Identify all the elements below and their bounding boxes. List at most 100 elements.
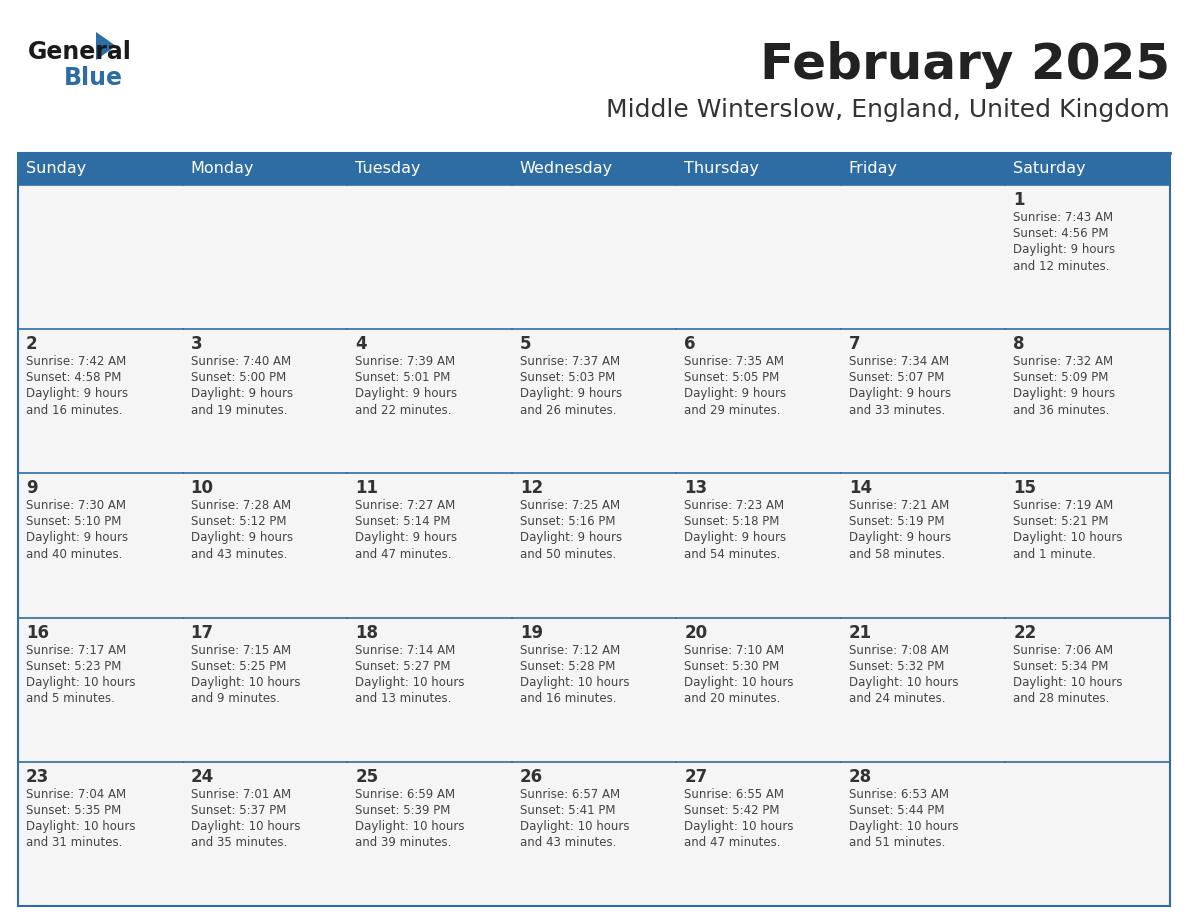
- Text: Tuesday: Tuesday: [355, 162, 421, 176]
- Text: Sunset: 5:25 PM: Sunset: 5:25 PM: [190, 660, 286, 673]
- Text: Daylight: 10 hours
and 51 minutes.: Daylight: 10 hours and 51 minutes.: [849, 820, 959, 849]
- Text: Sunset: 5:00 PM: Sunset: 5:00 PM: [190, 371, 286, 385]
- Text: Sunset: 5:03 PM: Sunset: 5:03 PM: [519, 371, 615, 385]
- Bar: [18, 762, 183, 906]
- Text: Sunrise: 7:21 AM: Sunrise: 7:21 AM: [849, 499, 949, 512]
- Text: 14: 14: [849, 479, 872, 498]
- Text: Sunrise: 7:43 AM: Sunrise: 7:43 AM: [1013, 211, 1113, 224]
- Text: Daylight: 9 hours
and 26 minutes.: Daylight: 9 hours and 26 minutes.: [519, 387, 621, 417]
- Text: General: General: [29, 40, 132, 64]
- Bar: [18, 185, 183, 330]
- Text: Thursday: Thursday: [684, 162, 759, 176]
- Bar: [183, 474, 347, 618]
- Text: Sunrise: 7:27 AM: Sunrise: 7:27 AM: [355, 499, 455, 512]
- Bar: [183, 185, 347, 330]
- Text: 1: 1: [1013, 191, 1025, 209]
- Text: Sunset: 5:12 PM: Sunset: 5:12 PM: [190, 515, 286, 529]
- Text: Sunset: 5:21 PM: Sunset: 5:21 PM: [1013, 515, 1108, 529]
- Text: Saturday: Saturday: [1013, 162, 1086, 176]
- Bar: [183, 618, 347, 762]
- Text: Sunrise: 7:37 AM: Sunrise: 7:37 AM: [519, 355, 620, 368]
- Text: Sunrise: 7:19 AM: Sunrise: 7:19 AM: [1013, 499, 1113, 512]
- Bar: [18, 330, 183, 474]
- Text: Sunset: 5:44 PM: Sunset: 5:44 PM: [849, 804, 944, 817]
- Text: Daylight: 9 hours
and 36 minutes.: Daylight: 9 hours and 36 minutes.: [1013, 387, 1116, 417]
- Bar: [841, 185, 1005, 330]
- Bar: [512, 762, 676, 906]
- Text: Daylight: 9 hours
and 40 minutes.: Daylight: 9 hours and 40 minutes.: [26, 532, 128, 561]
- Text: Daylight: 10 hours
and 13 minutes.: Daylight: 10 hours and 13 minutes.: [355, 676, 465, 705]
- Text: Sunrise: 6:57 AM: Sunrise: 6:57 AM: [519, 788, 620, 800]
- Text: Daylight: 10 hours
and 43 minutes.: Daylight: 10 hours and 43 minutes.: [519, 820, 630, 849]
- Text: Sunrise: 7:08 AM: Sunrise: 7:08 AM: [849, 644, 949, 656]
- Text: Sunset: 4:58 PM: Sunset: 4:58 PM: [26, 371, 121, 385]
- Text: Sunset: 5:14 PM: Sunset: 5:14 PM: [355, 515, 450, 529]
- Text: Sunset: 5:07 PM: Sunset: 5:07 PM: [849, 371, 944, 385]
- Text: 10: 10: [190, 479, 214, 498]
- Bar: [676, 474, 841, 618]
- Bar: [676, 185, 841, 330]
- Text: 12: 12: [519, 479, 543, 498]
- Bar: [347, 762, 512, 906]
- Text: Sunrise: 7:35 AM: Sunrise: 7:35 AM: [684, 355, 784, 368]
- Bar: [1005, 185, 1170, 330]
- Bar: [183, 330, 347, 474]
- Text: Sunrise: 7:30 AM: Sunrise: 7:30 AM: [26, 499, 126, 512]
- Text: Sunrise: 6:53 AM: Sunrise: 6:53 AM: [849, 788, 949, 800]
- Text: Sunrise: 7:28 AM: Sunrise: 7:28 AM: [190, 499, 291, 512]
- Text: Sunrise: 7:39 AM: Sunrise: 7:39 AM: [355, 355, 455, 368]
- Text: Sunrise: 7:14 AM: Sunrise: 7:14 AM: [355, 644, 455, 656]
- Polygon shape: [96, 32, 116, 60]
- Text: Daylight: 9 hours
and 58 minutes.: Daylight: 9 hours and 58 minutes.: [849, 532, 950, 561]
- Text: Sunrise: 7:34 AM: Sunrise: 7:34 AM: [849, 355, 949, 368]
- Text: 21: 21: [849, 623, 872, 642]
- Text: Daylight: 9 hours
and 43 minutes.: Daylight: 9 hours and 43 minutes.: [190, 532, 292, 561]
- Text: Daylight: 9 hours
and 19 minutes.: Daylight: 9 hours and 19 minutes.: [190, 387, 292, 417]
- Text: Sunrise: 7:10 AM: Sunrise: 7:10 AM: [684, 644, 784, 656]
- Text: 15: 15: [1013, 479, 1036, 498]
- Bar: [347, 185, 512, 330]
- Text: 4: 4: [355, 335, 367, 353]
- Text: Sunrise: 7:40 AM: Sunrise: 7:40 AM: [190, 355, 291, 368]
- Text: Sunrise: 7:32 AM: Sunrise: 7:32 AM: [1013, 355, 1113, 368]
- Text: 26: 26: [519, 767, 543, 786]
- Text: Sunset: 5:19 PM: Sunset: 5:19 PM: [849, 515, 944, 529]
- Text: Daylight: 10 hours
and 28 minutes.: Daylight: 10 hours and 28 minutes.: [1013, 676, 1123, 705]
- Text: Sunset: 4:56 PM: Sunset: 4:56 PM: [1013, 227, 1108, 240]
- Text: 3: 3: [190, 335, 202, 353]
- Text: 6: 6: [684, 335, 696, 353]
- Bar: [18, 153, 1170, 906]
- Text: Sunset: 5:23 PM: Sunset: 5:23 PM: [26, 660, 121, 673]
- Text: Daylight: 9 hours
and 29 minutes.: Daylight: 9 hours and 29 minutes.: [684, 387, 786, 417]
- Text: Sunset: 5:30 PM: Sunset: 5:30 PM: [684, 660, 779, 673]
- Text: 5: 5: [519, 335, 531, 353]
- Text: 2: 2: [26, 335, 38, 353]
- Text: 17: 17: [190, 623, 214, 642]
- Text: 19: 19: [519, 623, 543, 642]
- Bar: [18, 153, 1170, 185]
- Text: Sunset: 5:16 PM: Sunset: 5:16 PM: [519, 515, 615, 529]
- Bar: [18, 474, 183, 618]
- Text: 20: 20: [684, 623, 707, 642]
- Text: Wednesday: Wednesday: [519, 162, 613, 176]
- Text: Daylight: 9 hours
and 47 minutes.: Daylight: 9 hours and 47 minutes.: [355, 532, 457, 561]
- Bar: [841, 474, 1005, 618]
- Text: Sunrise: 7:42 AM: Sunrise: 7:42 AM: [26, 355, 126, 368]
- Bar: [676, 330, 841, 474]
- Text: Daylight: 10 hours
and 47 minutes.: Daylight: 10 hours and 47 minutes.: [684, 820, 794, 849]
- Text: Daylight: 10 hours
and 9 minutes.: Daylight: 10 hours and 9 minutes.: [190, 676, 301, 705]
- Text: Sunrise: 7:04 AM: Sunrise: 7:04 AM: [26, 788, 126, 800]
- Text: Daylight: 10 hours
and 16 minutes.: Daylight: 10 hours and 16 minutes.: [519, 676, 630, 705]
- Text: Daylight: 10 hours
and 35 minutes.: Daylight: 10 hours and 35 minutes.: [190, 820, 301, 849]
- Text: Daylight: 9 hours
and 12 minutes.: Daylight: 9 hours and 12 minutes.: [1013, 243, 1116, 273]
- Bar: [18, 618, 183, 762]
- Bar: [512, 474, 676, 618]
- Bar: [676, 762, 841, 906]
- Text: 22: 22: [1013, 623, 1037, 642]
- Text: Blue: Blue: [64, 66, 124, 90]
- Text: Sunrise: 7:01 AM: Sunrise: 7:01 AM: [190, 788, 291, 800]
- Text: Monday: Monday: [190, 162, 254, 176]
- Text: Daylight: 10 hours
and 24 minutes.: Daylight: 10 hours and 24 minutes.: [849, 676, 959, 705]
- Text: 23: 23: [26, 767, 49, 786]
- Text: Daylight: 10 hours
and 20 minutes.: Daylight: 10 hours and 20 minutes.: [684, 676, 794, 705]
